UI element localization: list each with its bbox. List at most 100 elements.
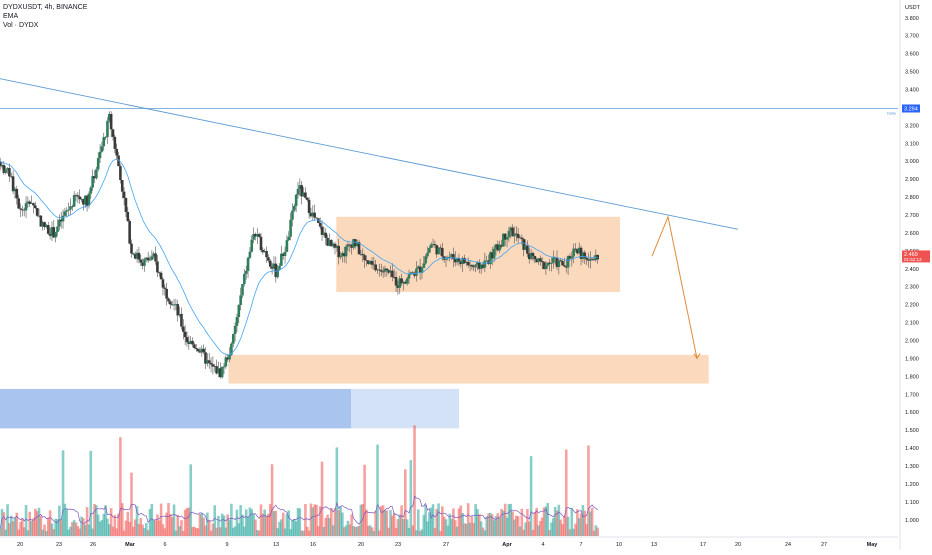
candle-body (348, 244, 352, 246)
candle-body (352, 239, 355, 248)
volume-bar (11, 521, 15, 536)
candle-body (145, 257, 148, 259)
volume-bar (522, 529, 525, 536)
projection-arrowhead (693, 353, 701, 360)
candle-body (6, 168, 9, 171)
candle-body (213, 366, 217, 367)
candle-body (106, 120, 109, 137)
candle-body (235, 317, 239, 326)
volume-bar (518, 526, 522, 536)
price-tick-label: 2.000 (905, 339, 919, 345)
candle-body (546, 262, 550, 266)
candle-body (224, 357, 228, 367)
volume-bar (200, 513, 204, 536)
candle-body (198, 351, 202, 353)
volume-bar (102, 513, 106, 536)
legend-ema: EMA (3, 13, 19, 20)
volume-bar (244, 509, 248, 536)
volume-bar (254, 519, 257, 536)
volume-bar (452, 508, 455, 536)
candle-body (574, 248, 577, 250)
volume-bar (446, 525, 450, 536)
volume-bar (333, 508, 337, 536)
candle-body (370, 261, 374, 265)
candle-body (415, 268, 418, 276)
candle-body (324, 232, 328, 238)
candle-body (32, 203, 35, 206)
candle-body (418, 266, 422, 274)
volume-bar (378, 530, 381, 536)
volume-bar (341, 512, 344, 536)
candle-body (470, 265, 474, 267)
candle-body (244, 270, 248, 274)
candle-body (355, 242, 359, 247)
time-tick-label: 13 (273, 542, 279, 548)
candle-body (152, 253, 155, 257)
volume-bar (444, 519, 448, 536)
candle-body (396, 285, 400, 288)
volume-bar (143, 528, 146, 536)
candle-body (374, 264, 377, 271)
candle-body (590, 258, 594, 260)
volume-bar (274, 510, 278, 536)
volume-bar (100, 520, 104, 536)
candle-body (448, 256, 451, 258)
volume-bar (503, 503, 507, 536)
candle-body (516, 234, 520, 238)
candle-body (58, 219, 61, 227)
candle-body (583, 252, 587, 258)
candle-body (587, 259, 590, 261)
volume-bar (540, 517, 544, 536)
volume-bar (524, 522, 527, 536)
volume-bar (411, 525, 414, 536)
candle-body (287, 236, 291, 241)
candle-body (4, 170, 7, 173)
candle-body (498, 244, 501, 251)
volume-bar (213, 505, 217, 536)
volume-bar (552, 518, 555, 536)
candle-body (150, 256, 154, 260)
volume-bar (470, 516, 474, 536)
candle-body (500, 244, 503, 247)
chart-legend: DYDXUSDT, 4h, BINANCE EMA Vol · DYDX (3, 3, 87, 30)
volume-bar (428, 512, 431, 536)
volume-bar (281, 512, 285, 536)
volume-bar (426, 521, 429, 536)
volume-bar (69, 526, 72, 536)
volume-bar (485, 516, 488, 536)
candle-body (154, 253, 157, 262)
candle-body (45, 225, 48, 228)
price-tick-label: 2.600 (905, 231, 919, 237)
candle-body (128, 220, 131, 244)
candle-body (515, 233, 518, 235)
volume-bar (346, 520, 350, 536)
volume-bar (243, 526, 246, 536)
candle-body (559, 260, 562, 262)
price-tick-label: 3.800 (905, 16, 919, 22)
volume-bar (370, 527, 374, 536)
volume-bar (0, 509, 4, 536)
volume-bar (570, 507, 574, 536)
volume-bar (183, 509, 187, 536)
candle-body (553, 257, 557, 259)
volume-bar (126, 511, 130, 536)
candle-body (564, 266, 568, 268)
candle-body (350, 244, 353, 248)
legend-volume: Vol · DYDX (3, 22, 39, 29)
candle-body (0, 161, 2, 167)
candle-body (400, 278, 403, 284)
volume-bar (374, 511, 377, 536)
time-tick-label: 13 (651, 542, 657, 548)
candle-body (74, 195, 78, 196)
volume-bar (435, 508, 439, 536)
price-tick-label: 2.400 (905, 267, 919, 273)
candle-body (398, 278, 402, 288)
candle-body (568, 256, 572, 259)
volume-bar (450, 518, 453, 536)
volume-bar (63, 503, 67, 536)
volume-bar (479, 521, 483, 536)
volume-bar (550, 522, 553, 536)
volume-bar (48, 510, 52, 536)
